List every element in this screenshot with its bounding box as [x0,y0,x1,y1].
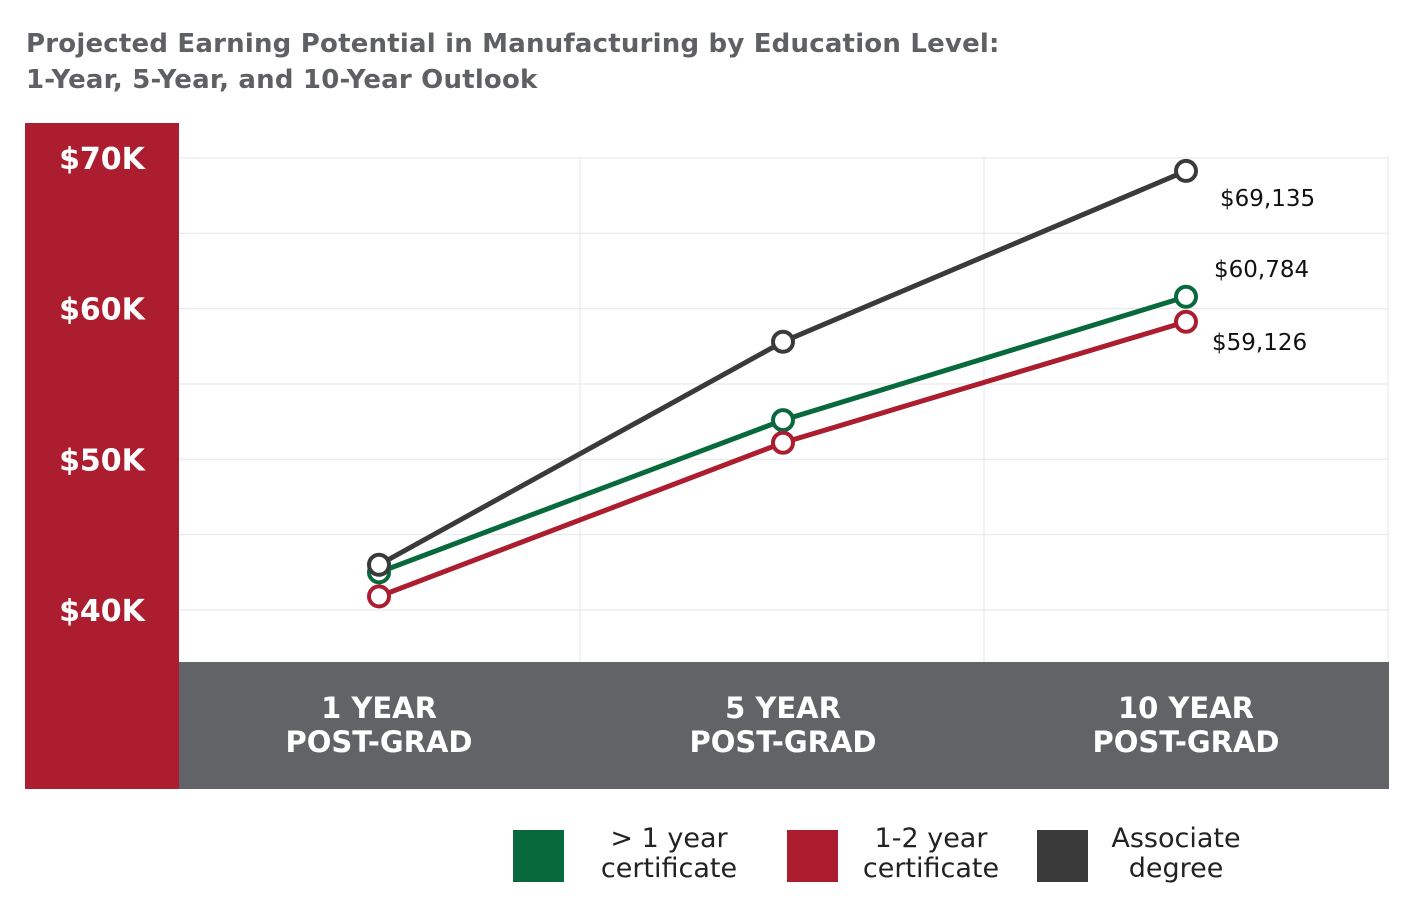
data-point [771,430,795,455]
title-line-1: Projected Earning Potential in Manufactu… [26,29,1000,59]
data-label: $69,135 [1220,186,1315,212]
data-label: $59,126 [1212,330,1307,356]
x-tick-label: POST-GRAD [1093,725,1280,759]
legend-label: certificate [601,853,737,884]
data-point [771,329,795,354]
legend-label: > 1 year [610,823,728,854]
x-axis-band [179,662,1389,789]
y-axis-band [25,123,179,789]
data-point [367,584,391,609]
x-tick-label: 5 YEAR [725,691,841,725]
legend-label: 1-2 year [875,823,989,854]
legend-label: degree [1129,853,1224,884]
data-point [1174,284,1198,309]
chart-title: Projected Earning Potential in Manufactu… [26,26,1000,98]
y-tick-label: $70K [59,142,147,177]
series-line [377,168,1187,567]
y-tick-label: $60K [59,293,147,328]
title-line-2: 1-Year, 5-Year, and 10-Year Outlook [26,65,538,95]
legend-label: certificate [863,853,999,884]
series-2: $69,135 [367,158,1315,577]
legend-swatch [513,830,564,882]
x-tick-label: 10 YEAR [1118,691,1254,725]
data-point [367,552,391,577]
x-tick-label: 1 YEAR [321,691,437,725]
data-point [1174,158,1198,183]
data-point [771,408,795,433]
data-point [1174,309,1198,334]
x-tick-label: POST-GRAD [690,725,877,759]
legend-swatch [787,830,838,882]
series-0: $60,784 [367,257,1309,585]
y-tick-label: $40K [59,594,147,629]
y-tick-label: $50K [59,443,147,478]
legend-label: Associate [1111,823,1240,854]
data-label: $60,784 [1214,257,1309,283]
legend-swatch [1037,830,1088,882]
series-1: $59,126 [367,309,1307,609]
x-tick-label: POST-GRAD [286,725,473,759]
